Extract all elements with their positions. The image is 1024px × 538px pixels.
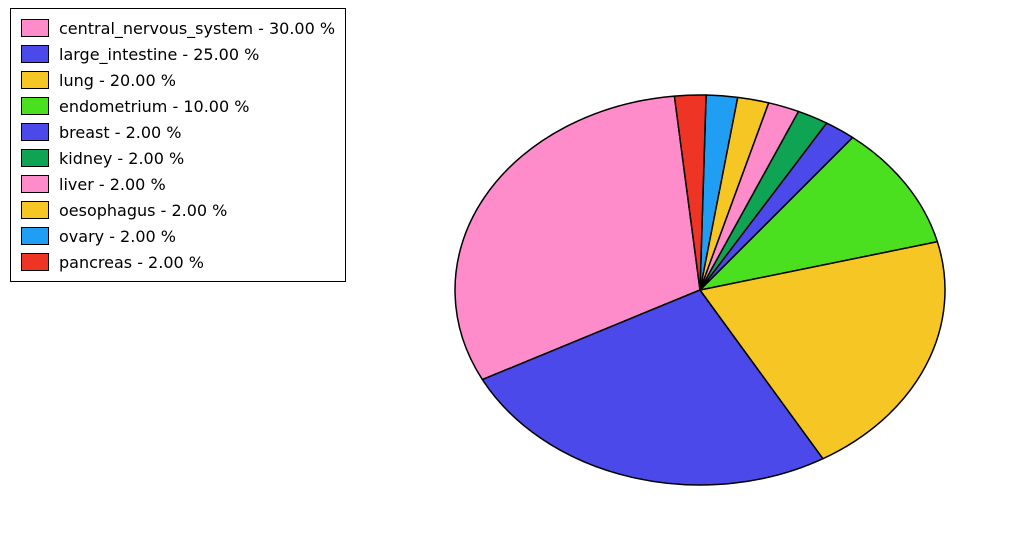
legend-item: large_intestine - 25.00 % [21, 41, 335, 67]
legend-label: central_nervous_system - 30.00 % [59, 19, 335, 38]
legend: central_nervous_system - 30.00 % large_in… [10, 8, 346, 282]
legend-item: kidney - 2.00 % [21, 145, 335, 171]
legend-item: lung - 20.00 % [21, 67, 335, 93]
legend-item: ovary - 2.00 % [21, 223, 335, 249]
legend-swatch [21, 149, 49, 167]
legend-item: endometrium - 10.00 % [21, 93, 335, 119]
legend-item: central_nervous_system - 30.00 % [21, 15, 335, 41]
legend-label: liver - 2.00 % [59, 175, 166, 194]
pie-chart [451, 91, 949, 489]
legend-swatch [21, 123, 49, 141]
legend-label: large_intestine - 25.00 % [59, 45, 259, 64]
legend-label: kidney - 2.00 % [59, 149, 184, 168]
legend-swatch [21, 71, 49, 89]
legend-label: oesophagus - 2.00 % [59, 201, 227, 220]
legend-swatch [21, 253, 49, 271]
legend-swatch [21, 227, 49, 245]
legend-label: endometrium - 10.00 % [59, 97, 249, 116]
legend-item: pancreas - 2.00 % [21, 249, 335, 275]
legend-swatch [21, 97, 49, 115]
legend-label: pancreas - 2.00 % [59, 253, 204, 272]
legend-swatch [21, 201, 49, 219]
legend-label: ovary - 2.00 % [59, 227, 176, 246]
legend-item: liver - 2.00 % [21, 171, 335, 197]
legend-swatch [21, 19, 49, 37]
legend-swatch [21, 45, 49, 63]
legend-label: lung - 20.00 % [59, 71, 176, 90]
legend-label: breast - 2.00 % [59, 123, 182, 142]
legend-swatch [21, 175, 49, 193]
legend-item: breast - 2.00 % [21, 119, 335, 145]
legend-item: oesophagus - 2.00 % [21, 197, 335, 223]
